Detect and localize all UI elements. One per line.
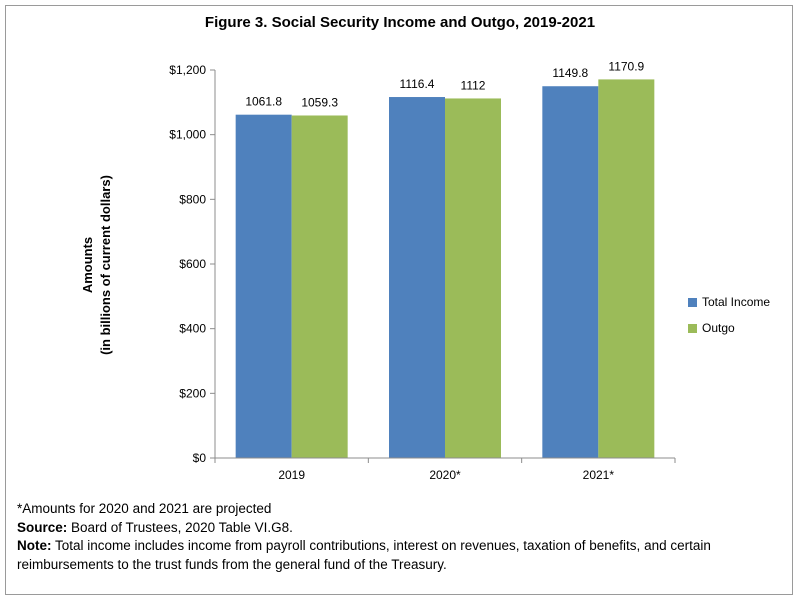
legend-item-total-income: Total Income bbox=[688, 292, 770, 312]
y-tick-label: $0 bbox=[193, 451, 207, 465]
source-line: Source: Board of Trustees, 2020 Table VI… bbox=[17, 519, 787, 538]
y-tick-label: $400 bbox=[179, 322, 206, 336]
chart-title: Figure 3. Social Security Income and Out… bbox=[204, 14, 596, 31]
legend-label-total-income: Total Income bbox=[702, 295, 771, 309]
legend-item-outgo: Outgo bbox=[688, 318, 770, 338]
note-line: Note: Total income includes income from … bbox=[17, 537, 787, 574]
x-tick-label: 2020* bbox=[429, 468, 461, 482]
x-tick-label: 2021* bbox=[583, 468, 615, 482]
note-label: Note: bbox=[17, 538, 52, 553]
note-text: Total income includes income from payrol… bbox=[17, 538, 711, 572]
data-label-total-income: 1116.4 bbox=[400, 77, 435, 91]
bar-total-income bbox=[235, 114, 292, 459]
bar-total-income bbox=[389, 97, 445, 458]
legend-label-outgo: Outgo bbox=[702, 321, 735, 335]
data-label-outgo: 1170.9 bbox=[608, 59, 644, 73]
data-label-outgo: 1112 bbox=[461, 78, 486, 92]
legend-swatch-outgo bbox=[688, 323, 697, 333]
x-tick-label: 2019 bbox=[278, 468, 305, 482]
source-text: Board of Trustees, 2020 Table VI.G8. bbox=[67, 519, 293, 535]
legend-swatch-total-income bbox=[688, 297, 697, 307]
chart-notes: *Amounts for 2020 and 2021 are projected… bbox=[17, 500, 787, 574]
data-label-total-income: 1149.8 bbox=[552, 66, 588, 80]
y-tick-label: $200 bbox=[179, 386, 206, 400]
source-label: Source: bbox=[17, 519, 68, 535]
bar-total-income bbox=[542, 86, 599, 459]
projected-note: *Amounts for 2020 and 2021 are projected bbox=[17, 501, 272, 516]
data-label-total-income: 1061.8 bbox=[245, 95, 282, 109]
data-label-outgo: 1059.3 bbox=[301, 95, 338, 109]
y-tick-label: $600 bbox=[179, 257, 206, 271]
bar-outgo bbox=[291, 115, 348, 459]
y-tick-label: $1,000 bbox=[169, 128, 206, 142]
bar-outgo bbox=[598, 79, 655, 458]
y-tick-label: $800 bbox=[179, 192, 206, 206]
bar-outgo bbox=[445, 98, 501, 458]
chart-legend: Total Income Outgo bbox=[688, 292, 770, 344]
y-axis-title: Amounts bbox=[80, 237, 95, 293]
y-tick-label: $1,200 bbox=[169, 63, 206, 77]
y-axis-subtitle: (in billions of current dollars) bbox=[98, 175, 113, 355]
